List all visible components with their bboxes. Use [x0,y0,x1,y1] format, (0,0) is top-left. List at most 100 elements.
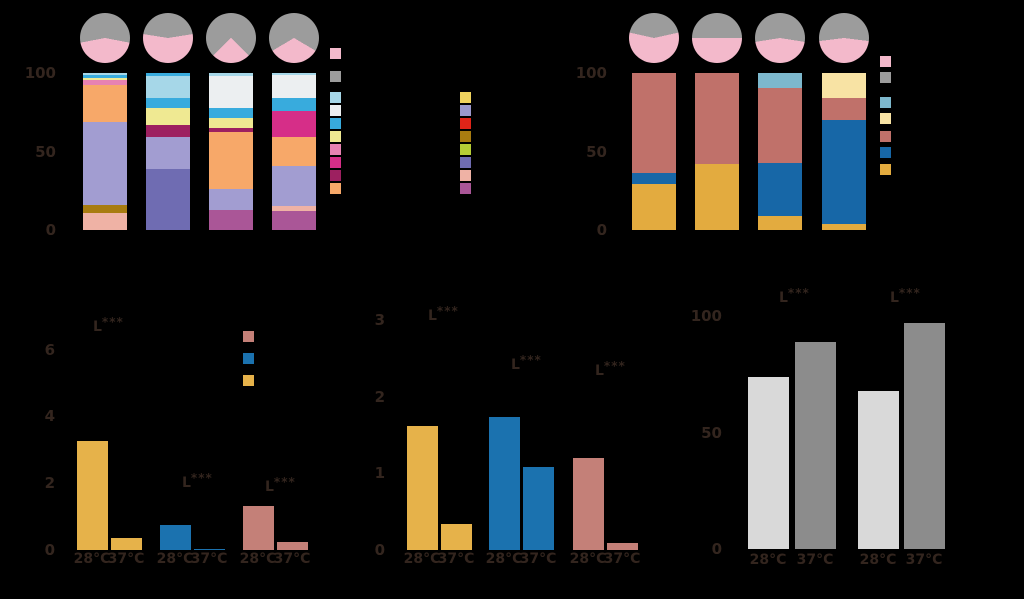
legend-swatch [880,147,891,158]
legend-swatch [880,164,891,175]
stacked-bar [209,73,253,230]
significance-bracket: L [428,308,437,324]
bar-segment [83,84,127,122]
x-tick-label: 28°C [859,552,897,568]
bar-segment [272,110,316,138]
x-tick-label: 37°C [273,551,311,567]
legend-swatch [880,56,891,67]
x-tick-label: 28°C [569,551,607,567]
legend-swatch [330,118,341,129]
y-tick-label: 50 [701,423,722,442]
legend-swatch [460,105,471,116]
pie-chart [206,13,256,63]
bar [407,425,438,550]
significance-marker: L*** [890,287,921,306]
bar [277,541,308,550]
bar [748,376,789,549]
bar-segment [272,165,316,207]
bar-segment [695,164,739,230]
legend-swatch [330,144,341,155]
bar [160,524,191,550]
bar [795,341,836,549]
bar [858,390,899,549]
y-tick-label: 100 [575,64,607,82]
y-tick-label: 0 [711,540,722,558]
significance-marker: L*** [779,286,810,305]
y-tick-label: 50 [35,142,56,161]
bar-segment [146,76,190,99]
bar-segment [146,124,190,138]
bar [573,457,604,550]
legend-swatch [330,92,341,103]
bar-segment [272,137,316,166]
bar-segment [209,76,253,109]
bar-segment [83,121,127,205]
legend-swatch [880,97,891,108]
pie-chart [692,13,742,63]
y-tick-label: 100 [690,307,722,325]
significance-stars: *** [603,359,626,373]
significance-marker: L*** [511,354,542,372]
significance-bracket: L [182,475,191,491]
legend-swatch [243,375,254,386]
significance-marker: L*** [93,315,124,334]
significance-stars: *** [787,286,810,300]
y-tick-label: 100 [24,64,56,82]
significance-bracket: L [265,479,274,495]
legend-swatch [330,183,341,194]
bar-segment [632,183,676,230]
bar-segment [83,74,127,78]
bar-segment [822,73,866,99]
bar-segment [758,163,802,216]
x-tick-label: 37°C [190,551,228,567]
legend-swatch [460,92,471,103]
x-tick-label: 28°C [73,551,111,567]
bar-segment [272,98,316,111]
bar-segment [822,120,866,224]
y-tick-label: 1 [374,464,385,483]
pie-chart [629,13,679,63]
bar-segment [272,74,316,99]
bar-segment [83,212,127,230]
bar-segment [695,73,739,165]
bar [489,417,520,550]
bar [77,441,108,550]
pie-chart [755,13,805,63]
x-tick-label: 37°C [519,551,557,567]
pie-chart [80,13,130,63]
bar-segment [632,73,676,173]
bar-segment [209,117,253,128]
y-tick-label: 2 [374,387,385,406]
bar-segment [209,73,253,77]
legend-swatch [460,170,471,181]
y-tick-label: 0 [45,221,56,239]
pie-chart [269,13,319,63]
significance-stars: *** [101,315,124,329]
bar-segment [822,98,866,121]
bar-segment [758,215,802,230]
legend-swatch [330,157,341,168]
x-tick-label: 37°C [107,551,145,567]
bar-segment [83,73,127,75]
x-tick-label: 28°C [156,551,194,567]
legend-swatch [460,118,471,129]
x-tick-label: 28°C [239,551,277,567]
y-tick-label: 0 [374,541,385,559]
stacked-bar [632,73,676,230]
bar-segment [209,131,253,190]
y-tick-label: 0 [596,221,607,239]
pie-chart [143,13,193,63]
bar-segment [758,87,802,164]
stacked-bar [83,73,127,230]
x-tick-label: 37°C [796,552,834,568]
significance-bracket: L [890,290,899,306]
legend-swatch [460,131,471,142]
bar-segment [822,223,866,230]
legend-swatch [330,131,341,142]
bar-segment [272,73,316,75]
legend-swatch [243,353,254,364]
stacked-bar [146,73,190,230]
bar-segment [146,108,190,125]
x-tick-label: 28°C [749,552,787,568]
